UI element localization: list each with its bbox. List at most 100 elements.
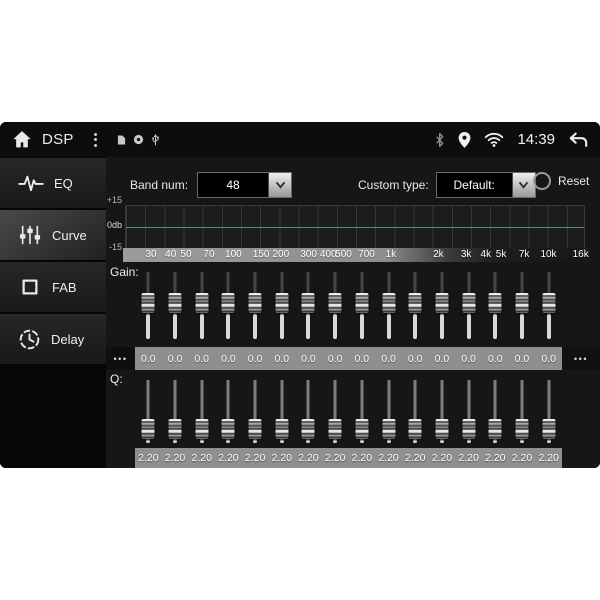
gain-slider[interactable] — [188, 270, 215, 342]
band-num-value: 48 — [226, 178, 240, 192]
slider-handle[interactable] — [221, 419, 235, 439]
slider-handle[interactable] — [382, 419, 396, 439]
gain-slider[interactable] — [242, 270, 269, 342]
chevron-down-icon[interactable] — [268, 173, 292, 197]
gain-slider[interactable] — [295, 270, 322, 342]
slider-track — [253, 380, 257, 443]
slider-handle[interactable] — [248, 293, 262, 313]
reset-radio-icon[interactable] — [533, 172, 551, 190]
gain-slider[interactable] — [375, 270, 402, 342]
slider-handle[interactable] — [488, 419, 502, 439]
slider-handle[interactable] — [195, 293, 209, 313]
slider-track-lower — [439, 440, 444, 443]
sidebar-item-delay[interactable]: Delay — [0, 314, 106, 364]
slider-handle[interactable] — [515, 293, 529, 313]
slider-handle[interactable] — [301, 293, 315, 313]
q-slider[interactable] — [509, 378, 536, 446]
slider-handle[interactable] — [462, 293, 476, 313]
gain-value: 0.0 — [541, 352, 556, 365]
slider-handle[interactable] — [195, 419, 209, 439]
slider-handle[interactable] — [355, 419, 369, 439]
gain-more-left-button[interactable]: ••• — [106, 347, 135, 370]
usb-icon — [151, 133, 160, 147]
reset-control[interactable]: Reset — [533, 172, 589, 190]
gain-slider[interactable] — [535, 270, 562, 342]
slider-handle[interactable] — [168, 419, 182, 439]
back-icon[interactable] — [568, 132, 588, 148]
gain-slider[interactable] — [349, 270, 376, 342]
sidebar-item-curve[interactable]: Curve — [0, 210, 106, 260]
sidebar-item-fab[interactable]: FAB — [0, 262, 106, 312]
q-slider[interactable] — [268, 378, 295, 446]
slider-handle[interactable] — [275, 419, 289, 439]
q-slider[interactable] — [295, 378, 322, 446]
custom-type-dropdown[interactable]: Default: — [435, 172, 536, 198]
sidebar-item-eq[interactable]: EQ — [0, 158, 106, 208]
gain-slider[interactable] — [482, 270, 509, 342]
slider-handle[interactable] — [141, 419, 155, 439]
gain-value: 0.0 — [194, 352, 210, 365]
slider-handle[interactable] — [462, 419, 476, 439]
gain-row-label: Gain: — [110, 265, 139, 279]
slider-handle[interactable] — [435, 293, 449, 313]
slider-track-lower — [546, 314, 551, 339]
slider-handle[interactable] — [301, 419, 315, 439]
gain-value: 0.0 — [301, 352, 316, 365]
q-slider[interactable] — [535, 378, 562, 446]
slider-track-lower — [173, 314, 178, 339]
q-value: 2.20 — [405, 452, 426, 464]
slider-track-lower — [279, 440, 284, 443]
slider-handle[interactable] — [408, 419, 422, 439]
gain-slider[interactable] — [455, 270, 482, 342]
slider-track — [387, 380, 391, 443]
q-slider[interactable] — [135, 378, 162, 446]
chevron-down-icon[interactable] — [511, 173, 535, 197]
slider-handle[interactable] — [141, 293, 155, 313]
q-slider[interactable] — [482, 378, 509, 446]
gain-slider[interactable] — [402, 270, 429, 342]
q-slider[interactable] — [349, 378, 376, 446]
q-value: 2.20 — [431, 452, 453, 464]
q-slider[interactable] — [455, 378, 482, 446]
slider-handle[interactable] — [515, 419, 529, 439]
gain-more-right-button[interactable]: ••• — [562, 347, 600, 370]
slider-handle[interactable] — [221, 293, 235, 313]
q-slider[interactable] — [402, 378, 429, 446]
q-slider[interactable] — [242, 378, 269, 446]
gain-slider[interactable] — [429, 270, 456, 342]
q-slider[interactable] — [188, 378, 215, 446]
slider-track-lower — [146, 314, 151, 339]
q-slider[interactable] — [215, 378, 242, 446]
gain-slider[interactable] — [268, 270, 295, 342]
slider-track-lower — [386, 440, 391, 443]
slider-handle[interactable] — [248, 419, 262, 439]
q-slider[interactable] — [375, 378, 402, 446]
gain-value: 0.0 — [354, 352, 370, 365]
band-num-dropdown[interactable]: 48 — [197, 172, 293, 198]
slider-handle[interactable] — [408, 293, 422, 313]
q-slider[interactable] — [162, 378, 189, 446]
slider-handle[interactable] — [542, 419, 556, 439]
slider-handle[interactable] — [168, 293, 182, 313]
slider-track-lower — [306, 314, 311, 339]
slider-track-lower — [413, 314, 418, 339]
gain-slider[interactable] — [215, 270, 242, 342]
slider-handle[interactable] — [328, 419, 342, 439]
q-slider[interactable] — [322, 378, 349, 446]
home-icon[interactable] — [12, 130, 32, 149]
slider-handle[interactable] — [435, 419, 449, 439]
slider-handle[interactable] — [382, 293, 396, 313]
overflow-menu-icon[interactable] — [90, 129, 101, 151]
slider-handle[interactable] — [542, 293, 556, 313]
q-slider[interactable] — [429, 378, 456, 446]
gain-slider[interactable] — [322, 270, 349, 342]
slider-handle[interactable] — [275, 293, 289, 313]
gain-slider[interactable] — [162, 270, 189, 342]
slider-handle[interactable] — [488, 293, 502, 313]
slider-handle[interactable] — [328, 293, 342, 313]
slider-track-lower — [333, 314, 338, 339]
gain-slider[interactable] — [135, 270, 162, 342]
slider-handle[interactable] — [355, 293, 369, 313]
gain-slider[interactable] — [509, 270, 536, 342]
freq-tick: 150 — [252, 249, 270, 260]
